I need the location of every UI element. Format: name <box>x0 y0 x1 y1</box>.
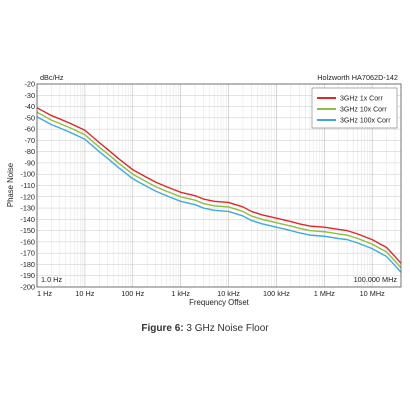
y-tick-label: -120 <box>20 192 35 201</box>
x-tick-label: 1 kHz <box>171 289 190 298</box>
y-tick-label: -180 <box>20 260 35 269</box>
series-line-1 <box>36 111 402 269</box>
start-frequency-annotation: 1.0 Hz <box>41 275 62 284</box>
y-tick-label: -60 <box>24 125 35 134</box>
y-tick-label: -190 <box>20 271 35 280</box>
y-tick-label: -70 <box>24 136 35 145</box>
series-line-2 <box>36 116 402 273</box>
y-tick-label: -100 <box>20 170 35 179</box>
figure-caption: Figure 6: 3 GHz Noise Floor <box>0 323 410 334</box>
y-tick-label: -160 <box>20 237 35 246</box>
x-tick-label: 100 Hz <box>121 289 144 298</box>
series-line-0 <box>36 107 402 264</box>
x-tick-label: 10 kHz <box>217 289 240 298</box>
legend-label-10x: 3GHz 10x Corr <box>340 107 387 114</box>
x-tick-label: 10 MHz <box>360 289 385 298</box>
y-axis-label: Phase Noise <box>6 163 15 207</box>
y-tick-label: -110 <box>21 181 35 190</box>
instrument-header: Holzworth HA7062D-142 <box>317 73 398 82</box>
x-tick-label: 10 Hz <box>75 289 94 298</box>
y-tick-label: -30 <box>24 91 35 100</box>
x-tick-labels: 1 Hz 10 Hz 100 Hz 1 kHz 10 kHz 100 kHz 1 MHz 10… <box>37 289 385 298</box>
legend: 3GHz 1x Corr 3GHz 10x Corr 3GHz 100x Cor… <box>311 87 398 129</box>
y-unit-header: dBc/Hz <box>40 73 64 82</box>
y-tick-label: -170 <box>20 249 35 258</box>
x-tick-label: 100 kHz <box>263 289 290 298</box>
y-tick-label: -50 <box>24 113 35 122</box>
legend-label-100x: 3GHz 100x Corr <box>340 118 391 125</box>
x-tick-label: 1 MHz <box>314 289 335 298</box>
y-tick-label: -140 <box>20 215 35 224</box>
plot-frame <box>36 83 402 288</box>
y-tick-label: -150 <box>20 226 35 235</box>
end-frequency-annotation: 100.000 MHz <box>354 275 398 284</box>
y-tick-label: -90 <box>24 158 35 167</box>
y-tick-label: -20 <box>24 80 35 89</box>
y-tick-label: -200 <box>20 283 35 292</box>
series-lines <box>36 107 402 273</box>
x-axis-label: Frequency Offset <box>189 298 249 307</box>
caption-text: 3 GHz Noise Floor <box>186 323 269 334</box>
y-tick-label: -40 <box>24 102 35 111</box>
y-tick-label: -80 <box>24 147 35 156</box>
caption-label: Figure 6: <box>141 323 184 334</box>
y-tick-label: -130 <box>20 204 35 213</box>
legend-label-1x: 3GHz 1x Corr <box>340 96 383 103</box>
x-tick-label: 1 Hz <box>37 289 52 298</box>
y-tick-labels: -20 -30 -40 -50 -60 -70 -80 -90 -100 -110 -120 -130… <box>20 80 35 292</box>
